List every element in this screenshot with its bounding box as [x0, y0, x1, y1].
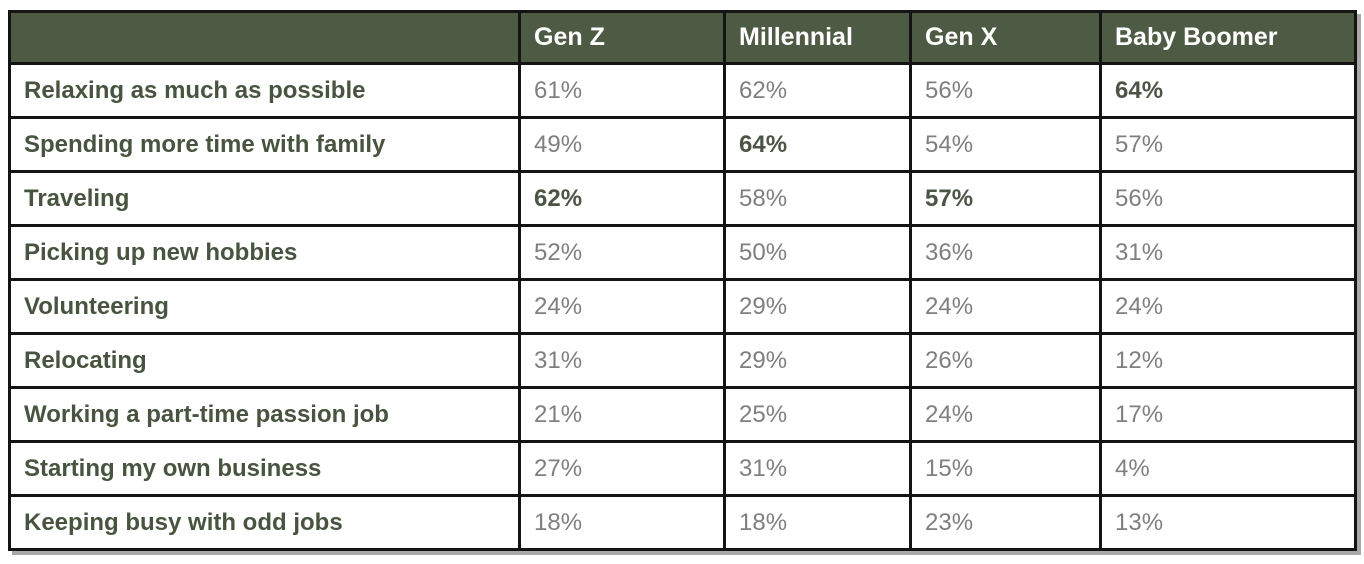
column-header-millennial: Millennial [723, 10, 912, 65]
table-row: Relocating 31% 29% 26% 12% [8, 332, 1357, 389]
cell-value: 61% [518, 62, 726, 119]
cell-value: 52% [518, 224, 726, 281]
table-row: Working a part-time passion job 21% 25% … [8, 386, 1357, 443]
column-header-gen-z: Gen Z [518, 10, 726, 65]
corner-cell [8, 10, 521, 65]
table-row: Starting my own business 27% 31% 15% 4% [8, 440, 1357, 497]
cell-value: 49% [518, 116, 726, 173]
row-label: Volunteering [8, 278, 521, 335]
table-container: Gen Z Millennial Gen X Baby Boomer Relax… [8, 10, 1357, 551]
cell-value: 31% [518, 332, 726, 389]
cell-value: 24% [518, 278, 726, 335]
cell-value: 29% [723, 278, 912, 335]
cell-value: 27% [518, 440, 726, 497]
cell-value-highlighted: 57% [909, 170, 1102, 227]
cell-value: 50% [723, 224, 912, 281]
cell-value: 56% [1099, 170, 1357, 227]
cell-value-highlighted: 64% [1099, 62, 1357, 119]
cell-value: 21% [518, 386, 726, 443]
table-body: Relaxing as much as possible 61% 62% 56%… [8, 62, 1357, 551]
table-row: Volunteering 24% 29% 24% 24% [8, 278, 1357, 335]
data-table: Gen Z Millennial Gen X Baby Boomer Relax… [8, 10, 1357, 551]
cell-value: 13% [1099, 494, 1357, 551]
cell-value: 18% [723, 494, 912, 551]
table-row: Relaxing as much as possible 61% 62% 56%… [8, 62, 1357, 119]
column-header-baby-boomer: Baby Boomer [1099, 10, 1357, 65]
cell-value: 56% [909, 62, 1102, 119]
row-label: Relocating [8, 332, 521, 389]
row-label: Relaxing as much as possible [8, 62, 521, 119]
table-row: Spending more time with family 49% 64% 5… [8, 116, 1357, 173]
column-header-gen-x: Gen X [909, 10, 1102, 65]
cell-value: 17% [1099, 386, 1357, 443]
cell-value: 24% [909, 386, 1102, 443]
cell-value: 36% [909, 224, 1102, 281]
cell-value: 4% [1099, 440, 1357, 497]
cell-value-highlighted: 62% [518, 170, 726, 227]
cell-value-highlighted: 64% [723, 116, 912, 173]
row-label: Traveling [8, 170, 521, 227]
cell-value: 31% [723, 440, 912, 497]
cell-value: 58% [723, 170, 912, 227]
cell-value: 62% [723, 62, 912, 119]
header-row: Gen Z Millennial Gen X Baby Boomer [8, 10, 1357, 65]
row-label: Working a part-time passion job [8, 386, 521, 443]
table-row: Picking up new hobbies 52% 50% 36% 31% [8, 224, 1357, 281]
cell-value: 15% [909, 440, 1102, 497]
cell-value: 26% [909, 332, 1102, 389]
table-row: Traveling 62% 58% 57% 56% [8, 170, 1357, 227]
cell-value: 12% [1099, 332, 1357, 389]
cell-value: 24% [909, 278, 1102, 335]
cell-value: 18% [518, 494, 726, 551]
cell-value: 54% [909, 116, 1102, 173]
cell-value: 29% [723, 332, 912, 389]
cell-value: 31% [1099, 224, 1357, 281]
row-label: Spending more time with family [8, 116, 521, 173]
row-label: Starting my own business [8, 440, 521, 497]
row-label: Picking up new hobbies [8, 224, 521, 281]
cell-value: 25% [723, 386, 912, 443]
cell-value: 23% [909, 494, 1102, 551]
table-row: Keeping busy with odd jobs 18% 18% 23% 1… [8, 494, 1357, 551]
cell-value: 24% [1099, 278, 1357, 335]
row-label: Keeping busy with odd jobs [8, 494, 521, 551]
cell-value: 57% [1099, 116, 1357, 173]
table-header: Gen Z Millennial Gen X Baby Boomer [8, 10, 1357, 65]
